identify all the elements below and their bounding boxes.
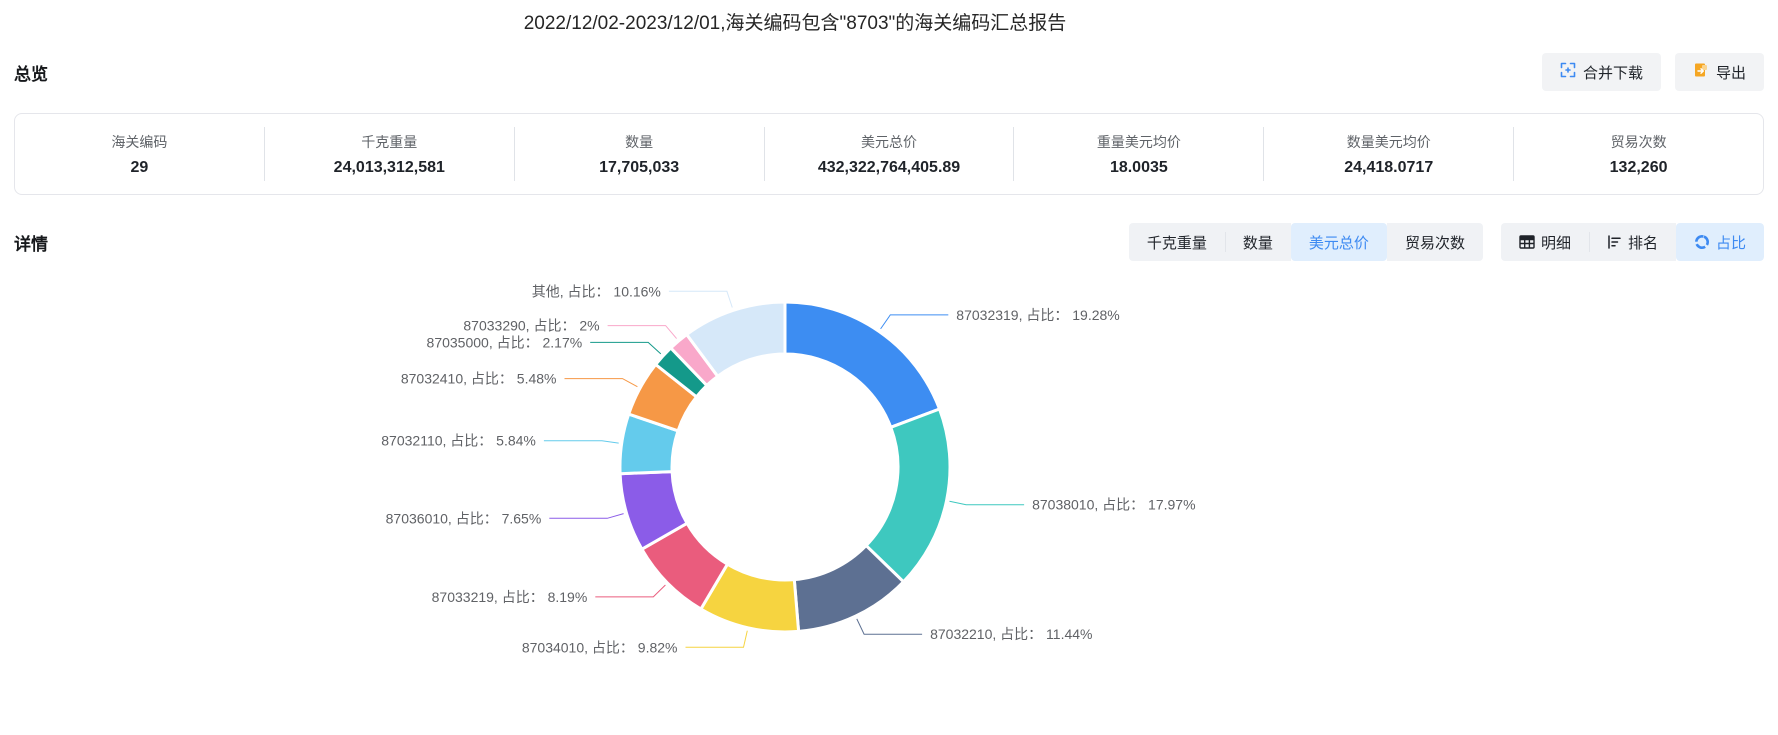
overview-toolbar: 合并下载 导出	[1541, 53, 1764, 91]
view-tab-label: 明细	[1540, 234, 1571, 252]
label-line-87034010	[685, 630, 748, 648]
pie-label-87032410: 87032410, 占比： 5.48%	[401, 371, 557, 387]
pie-label-87032210: 87032210, 占比： 11.44%	[930, 626, 1092, 642]
stat-value: 132,260	[1609, 158, 1668, 176]
stat-label: 千克重量	[361, 133, 418, 150]
donut-chart-svg: 87032319, 占比： 19.28% 87038010, 占比： 17.97%…	[381, 283, 1195, 655]
label-line-87032319	[880, 314, 949, 330]
export-file-icon	[1693, 62, 1709, 82]
label-line-87032410	[564, 378, 638, 388]
pie-label-87033290: 87033290, 占比： 2%	[463, 318, 599, 334]
stat-value: 29	[130, 158, 149, 176]
stat-col-3: 数量 17,705,033	[515, 132, 764, 177]
stat-col-2: 千克重量 24,013,312,581	[265, 132, 514, 177]
metric-tab-2[interactable]: 数量	[1224, 223, 1291, 261]
label-line-87035000	[590, 341, 662, 355]
pie-label-其他: 其他, 占比： 10.16%	[532, 283, 661, 299]
pie-label-87032110: 87032110, 占比： 5.84%	[381, 433, 536, 449]
metric-tabs: 千克重量 数量 美元总价 贸易次数	[1128, 223, 1483, 261]
stat-divider	[1263, 127, 1265, 181]
stat-divider	[1513, 127, 1515, 181]
stat-col-1: 海关编码 29	[15, 132, 264, 177]
metric-tab-label: 数量	[1242, 234, 1273, 252]
view-tab-label: 排名	[1627, 234, 1658, 252]
pie-label-87036010: 87036010, 占比： 7.65%	[386, 510, 542, 526]
metric-tab-label: 美元总价	[1308, 234, 1369, 252]
stat-value: 17,705,033	[599, 158, 680, 176]
details-header: 详情 千克重量 数量 美元总价 贸易次数 明细 排名 占比	[14, 222, 1764, 262]
pie-slice-其他[interactable]	[685, 300, 787, 378]
stat-col-7: 贸易次数 132,260	[1514, 132, 1763, 177]
stat-label: 重量美元均价	[1096, 133, 1181, 150]
pie-label-87033219: 87033219, 占比： 8.19%	[432, 589, 588, 605]
stat-col-6: 数量美元均价 24,418.0717	[1264, 132, 1513, 177]
stat-divider	[513, 127, 515, 181]
label-line-87032110	[543, 440, 619, 444]
stat-label: 美元总价	[861, 133, 917, 150]
pie-label-87032319: 87032319, 占比： 19.28%	[956, 307, 1119, 323]
view-tab-label: 占比	[1715, 234, 1746, 252]
pie-label-87035000: 87035000, 占比： 2.17%	[427, 334, 583, 350]
label-line-87033219	[595, 584, 666, 598]
view-tab-3-active[interactable]: 占比	[1675, 223, 1764, 261]
label-line-87032210	[856, 618, 923, 635]
metric-tab-4[interactable]: 贸易次数	[1386, 223, 1483, 261]
metric-tab-3-active[interactable]: 美元总价	[1290, 223, 1387, 261]
pie-slice-87032319[interactable]	[783, 300, 941, 429]
stat-label: 数量美元均价	[1346, 133, 1431, 150]
label-line-87036010	[549, 513, 624, 519]
pie-label-87034010: 87034010, 占比： 9.82%	[522, 639, 678, 655]
view-tab-1[interactable]: 明细	[1500, 223, 1589, 261]
pie-icon	[1694, 234, 1710, 250]
stat-divider	[763, 127, 765, 181]
stat-value: 432,322,764,405.89	[817, 158, 961, 176]
pie-label-87038010: 87038010, 占比： 17.97%	[1032, 497, 1195, 513]
stat-value: 24,418.0717	[1344, 158, 1434, 176]
stat-label: 数量	[625, 133, 654, 150]
table-icon	[1519, 235, 1535, 249]
overview-section-title: 总览	[14, 64, 48, 84]
label-line-87033290	[607, 325, 677, 339]
metric-tab-1[interactable]: 千克重量	[1128, 223, 1225, 261]
stat-divider	[263, 127, 265, 181]
overview-header: 总览 合并下载	[14, 52, 1764, 92]
stat-value: 18.0035	[1109, 158, 1168, 176]
stat-col-4: 美元总价 432,322,764,405.89	[765, 132, 1014, 177]
stat-col-5: 重量美元均价 18.0035	[1014, 132, 1263, 177]
export-button[interactable]: 导出	[1674, 53, 1764, 91]
page-title: 2022/12/02-2023/12/01,海关编码包含"8703"的海关编码汇…	[523, 13, 1067, 34]
view-tabs: 明细 排名 占比	[1500, 223, 1764, 261]
stat-divider	[1013, 127, 1015, 181]
stat-value: 24,013,312,581	[333, 158, 445, 176]
stat-label: 海关编码	[111, 133, 168, 150]
metric-tab-label: 千克重量	[1146, 234, 1207, 252]
ranking-icon	[1607, 235, 1622, 249]
overview-stats-card: 海关编码 29 千克重量 24,013,312,581 数量 17,705,033 美元总价…	[14, 113, 1764, 195]
merge-download-label: 合并下载	[1582, 64, 1643, 82]
label-line-87038010	[949, 500, 1025, 506]
details-controls: 千克重量 数量 美元总价 贸易次数 明细 排名 占比	[1128, 223, 1764, 261]
metric-tab-label: 贸易次数	[1404, 234, 1465, 252]
merge-grid-icon	[1560, 62, 1576, 82]
merge-download-button[interactable]: 合并下载	[1541, 53, 1661, 91]
view-tab-2[interactable]: 排名	[1588, 223, 1676, 261]
donut-chart-area: 87032319, 占比： 19.28% 87038010, 占比： 17.97%…	[0, 268, 1778, 735]
label-line-其他	[668, 290, 733, 308]
details-section-title: 详情	[14, 234, 48, 254]
stat-label: 贸易次数	[1610, 133, 1667, 150]
export-label: 导出	[1715, 64, 1746, 82]
